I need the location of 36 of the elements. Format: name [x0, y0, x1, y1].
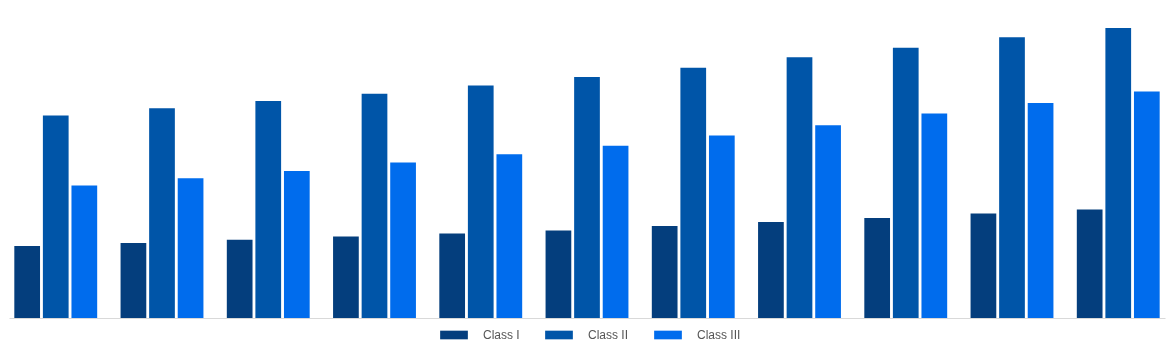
bar	[361, 93, 388, 318]
bar	[226, 239, 253, 318]
legend-label: Class I	[483, 328, 520, 342]
bar	[970, 213, 997, 318]
bar	[999, 37, 1025, 318]
legend-label: Class III	[697, 328, 741, 342]
bar	[1076, 209, 1103, 318]
bar	[680, 67, 707, 318]
bar	[42, 115, 69, 318]
bar	[1027, 103, 1054, 318]
bar	[864, 217, 891, 318]
bar	[496, 154, 523, 318]
bar	[545, 230, 572, 318]
bar	[1105, 28, 1132, 318]
bar	[892, 47, 919, 318]
bar	[758, 222, 784, 318]
bar	[467, 85, 494, 318]
bar	[14, 246, 41, 318]
legend-label: Class II	[588, 328, 629, 342]
bar	[177, 178, 204, 318]
bar	[574, 77, 600, 318]
bar	[815, 125, 841, 318]
bar	[283, 170, 310, 318]
bar	[921, 113, 948, 318]
bar	[602, 145, 629, 318]
bar	[255, 101, 282, 318]
bar	[1133, 91, 1160, 318]
bar	[71, 185, 98, 318]
bar	[149, 108, 175, 318]
bar	[708, 135, 735, 318]
bar	[651, 226, 678, 318]
bar	[390, 162, 416, 318]
bar	[786, 57, 813, 318]
bar	[439, 233, 466, 318]
bar	[120, 242, 147, 318]
bar	[333, 236, 359, 318]
